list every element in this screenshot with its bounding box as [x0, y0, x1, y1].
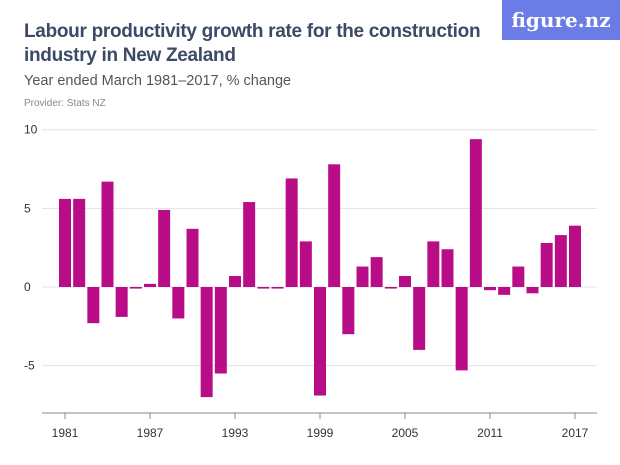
bar-1988	[158, 209, 171, 287]
bar-2013	[512, 266, 525, 287]
bar-1984	[101, 181, 114, 287]
bar-2007	[427, 241, 440, 287]
bar-1992	[214, 287, 227, 374]
x-tick-label: 2017	[562, 426, 589, 440]
bar-2003	[370, 257, 383, 287]
bar-1998	[299, 241, 312, 287]
bar-2014	[526, 287, 539, 294]
bar-2008	[441, 249, 454, 287]
bar-2010	[469, 139, 482, 287]
bar-1997	[285, 178, 298, 287]
bar-1991	[200, 287, 213, 398]
y-tick-label: 0	[24, 280, 31, 294]
bar-2016	[554, 235, 567, 287]
x-tick-label: 2005	[392, 426, 419, 440]
x-tick-label: 1981	[52, 426, 79, 440]
bar-1981	[59, 198, 71, 287]
bar-1985	[115, 287, 128, 317]
bar-1990	[186, 228, 199, 287]
bar-1986	[129, 287, 142, 289]
bar-2004	[384, 287, 397, 289]
bar-2009	[455, 287, 468, 371]
x-tick-label: 2011	[477, 426, 503, 440]
x-tick-label: 1993	[222, 426, 249, 440]
bar-2011	[484, 287, 496, 291]
x-tick-label: 1999	[307, 426, 334, 440]
bar-2002	[356, 266, 369, 287]
bar-1983	[87, 287, 100, 324]
bar-1987	[144, 283, 156, 287]
bar-1989	[172, 287, 185, 319]
chart-subtitle: Year ended March 1981–2017, % change	[24, 73, 292, 89]
bar-1982	[73, 198, 86, 287]
bar-2017	[569, 225, 581, 287]
bar-1993	[229, 275, 241, 287]
bar-1994	[243, 202, 256, 287]
figure-nz-logo[interactable]: figure.nz	[502, 0, 620, 40]
provider-label: Provider: Stats NZ	[24, 98, 106, 109]
bar-2000	[328, 164, 341, 287]
y-tick-label: 10	[24, 123, 38, 137]
bar-1999	[314, 287, 326, 396]
bar-2005	[399, 275, 411, 287]
chart-title: Labour productivity growth rate for the …	[24, 21, 481, 66]
y-tick-label: 5	[24, 201, 31, 215]
bar-2006	[413, 287, 426, 350]
bar-2012	[498, 287, 511, 295]
y-tick-label: -5	[24, 359, 35, 373]
bar-1996	[271, 287, 284, 289]
x-tick-label: 1987	[137, 426, 164, 440]
bar-2015	[540, 242, 553, 287]
bar-1995	[257, 287, 270, 289]
bar-2001	[342, 287, 355, 335]
